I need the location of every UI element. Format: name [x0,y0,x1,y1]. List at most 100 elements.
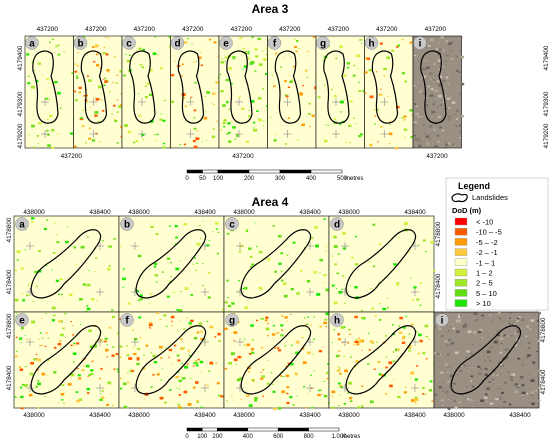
area4-panel-e-badge [15,313,29,327]
landslide-outline-icon [451,193,468,203]
area4-x-tick-bottom: 438000 [233,412,255,419]
area3-x-tick-top: 437200 [37,26,59,33]
legend-class-label: -5 – -2 [476,238,498,247]
area4-x-tick-top: 438000 [338,209,360,216]
scale-segment [279,169,312,174]
area3-landslide-outline [226,50,253,124]
area3-x-tick-top: 437200 [425,26,447,33]
area4-panel-b: b [118,215,226,313]
area3-x-tick-top: 437200 [85,26,107,33]
area3-panel-h-badge [364,36,379,50]
area4-landslide-outline [240,325,312,395]
area4-y-tick-left: 4178400 [6,269,13,294]
area3-x-tick-top: 437200 [279,26,301,33]
scale-segment [248,169,281,174]
legend-swatch [454,258,468,266]
area3-panel-g-letter: g [320,39,326,50]
area3-y-tick-right: 4179300 [543,91,550,116]
area3-y-tick-right: 4179400 [543,45,550,70]
scale-tick-label: 800 [304,434,315,440]
area4-x-tick-bottom: 438000 [338,412,360,419]
area4-panel-f-badge [120,313,134,327]
area4-x-tick-top: 438000 [233,209,255,216]
scale-segment [186,169,203,174]
scale-segment [310,169,343,174]
area4-x-tick-top: 438400 [404,209,426,216]
area3-y-tick-right: 4179200 [543,123,550,148]
area3-panel-a: a [24,35,74,149]
area4-panels: a b c d e f g h i [13,215,543,411]
legend-title: Legend [458,181,490,191]
area4-y-tick-left: 4178800 [6,313,13,338]
legend-swatch [454,268,468,277]
area4-x-tick-bottom: 438000 [23,412,45,419]
area3-panel-frame [218,35,268,149]
area3-panel-i-badge [413,36,427,50]
area4-y-tick-right: 4178400 [435,273,442,298]
legend-swatch [454,279,468,287]
area3-panel-e: e [218,35,271,149]
area4-panel-a-letter: a [19,220,25,231]
area4-panel-h-badge [330,313,344,327]
area3-panel-c-letter: c [126,39,132,50]
legend-dod-label: DoD (m) [452,206,482,215]
area3-landslide-outline [371,50,399,124]
area4-panel-h-letter: h [334,316,340,327]
area4-panel-g-letter: g [229,316,235,327]
legend-class-label: > 10 [476,299,491,308]
area4-x-tick-top: 438400 [89,209,111,216]
area3-landslide-outline [32,50,59,124]
area4-panel-f: f [118,311,226,410]
area4-panel-f-letter: f [125,316,129,327]
legend-class-label: < -10 [476,218,493,227]
legend-swatch [454,217,468,226]
area3-x-tick-top: 437200 [376,26,398,33]
area4-x-tick-bottom: 438400 [404,412,426,419]
scale-tick-label: 0 [185,176,189,182]
legend-class-label: -10 – -5 [476,228,502,237]
area3-panel-d: d [170,35,222,149]
area4-panel-b-badge [120,217,134,231]
scale-tick-label: 0 [185,434,189,440]
area3-landslide-outline [177,50,205,124]
area4-panel-b-letter: b [124,220,130,231]
area3-y-tick-left: 4179200 [17,123,24,148]
area4-panel-a-badge [15,217,29,231]
scale-tick-label: 400 [306,176,317,182]
area4-landslide-outline [450,325,522,395]
scale-tick-label: 600 [273,434,284,440]
area4-y-tick-right: 4178800 [540,317,547,342]
area4-panel-d: d [328,215,436,314]
area3-panel-a-badge [25,36,39,50]
area3-panel-a-letter: a [29,39,35,50]
legend-class-label: 2 – 5 [476,279,493,288]
area4-x-tick-bottom: 438400 [89,412,111,419]
area3-panel-h-letter: h [368,39,374,50]
area4-panel-a: a [13,215,120,314]
area4-coordinates: 438000 438400 438000 438400 438000 438400 4380… [6,209,547,419]
scale-tick-label: 300 [275,176,286,182]
area3-y-tick-left: 4179300 [17,91,24,116]
area4-y-tick-left: 4178800 [6,217,13,242]
area3-panel-frame [24,35,74,149]
scale-unit: metres [342,434,360,440]
scale-tick-label: 1.000 [331,434,347,440]
area3-x-tick-bottom: 437200 [232,153,254,160]
legend-classes: < -10-10 – -5-5 – -2-2 – -1-1 – 1 1 – 22 … [454,217,502,308]
legend: Legend Landslides DoD (m) < -10-10 – -5-… [445,177,549,311]
area3-panel-frame [121,35,171,149]
area4-panel-g-badge [225,313,239,327]
area4-landslide-outline [345,229,417,299]
area4-panel-i-badge [435,313,449,327]
area4-y-tick-right: 4178400 [540,369,547,394]
area4-x-tick-bottom: 438000 [128,412,150,419]
scale-tick-label: 50 [199,176,206,182]
scale-tick-label: 500 [337,176,348,182]
area3-panel-d-badge [170,36,185,50]
area4-x-tick-bottom: 438400 [299,412,321,419]
area4-landslide-outline [135,325,207,395]
scale-segment [202,169,219,174]
